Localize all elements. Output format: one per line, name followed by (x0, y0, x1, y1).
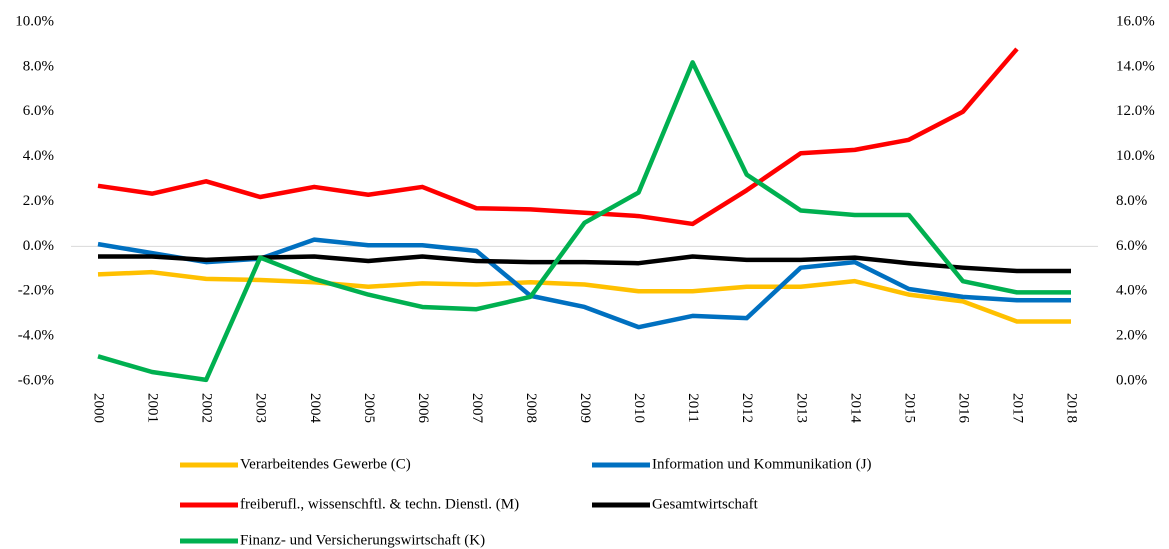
y-tick-label: -4.0% (18, 328, 54, 344)
line-series (98, 254, 1071, 274)
x-tick-label: 2008 (523, 393, 539, 423)
legend-label: freiberufl., wissenschftl. & techn. Dien… (240, 496, 519, 512)
line-series (97, 60, 1071, 383)
x-tick-label: 2011 (685, 393, 701, 422)
x-tick-label: 2013 (793, 393, 809, 423)
x-tick-label: 2005 (361, 393, 377, 423)
y2-tick-label: 4.0% (1116, 283, 1147, 299)
legend-label: Gesamtwirtschaft (652, 496, 759, 512)
y-tick-label: 2.0% (23, 193, 54, 209)
y-tick-label: 4.0% (23, 148, 54, 164)
y2-tick-label: 8.0% (1116, 193, 1147, 209)
x-tick-label: 2018 (1064, 393, 1080, 423)
x-tick-label: 2014 (847, 393, 863, 424)
y-tick-label: 8.0% (23, 58, 54, 74)
x-tick-label: 2015 (901, 393, 917, 423)
line-series (97, 269, 1071, 324)
x-tick-label: 2006 (415, 393, 431, 424)
x-tick-label: 2016 (955, 393, 971, 424)
y2-tick-label: 10.0% (1116, 148, 1155, 164)
y-tick-label: 10.0% (15, 13, 54, 29)
x-tick-label: 2000 (91, 393, 107, 423)
x-tick-label: 2004 (307, 393, 323, 424)
y2-tick-label: 14.0% (1116, 58, 1155, 74)
y-tick-label: -6.0% (18, 372, 54, 388)
y-tick-label: 0.0% (23, 238, 54, 254)
legend-label: Verarbeitendes Gewerbe (C) (240, 456, 411, 472)
legend-label: Finanz- und Versicherungswirtschaft (K) (240, 532, 485, 548)
y-tick-label: -2.0% (18, 283, 54, 299)
x-tick-label: 2012 (739, 393, 755, 423)
y-tick-label: 6.0% (23, 103, 54, 119)
y2-tick-label: 2.0% (1116, 328, 1147, 344)
x-tick-label: 2003 (253, 393, 269, 423)
line-series (97, 47, 1019, 227)
x-tick-label: 2010 (631, 393, 647, 423)
x-tick-label: 2017 (1010, 393, 1026, 424)
x-tick-label: 2001 (145, 393, 161, 423)
y2-tick-label: 12.0% (1116, 103, 1155, 119)
y2-tick-label: 6.0% (1116, 238, 1147, 254)
y2-tick-label: 0.0% (1116, 372, 1147, 388)
y2-tick-label: 16.0% (1116, 13, 1155, 29)
legend-label: Information und Kommunikation (J) (652, 456, 872, 472)
x-tick-label: 2009 (577, 393, 593, 423)
x-tick-label: 2002 (199, 393, 215, 423)
x-tick-label: 2007 (469, 393, 485, 424)
